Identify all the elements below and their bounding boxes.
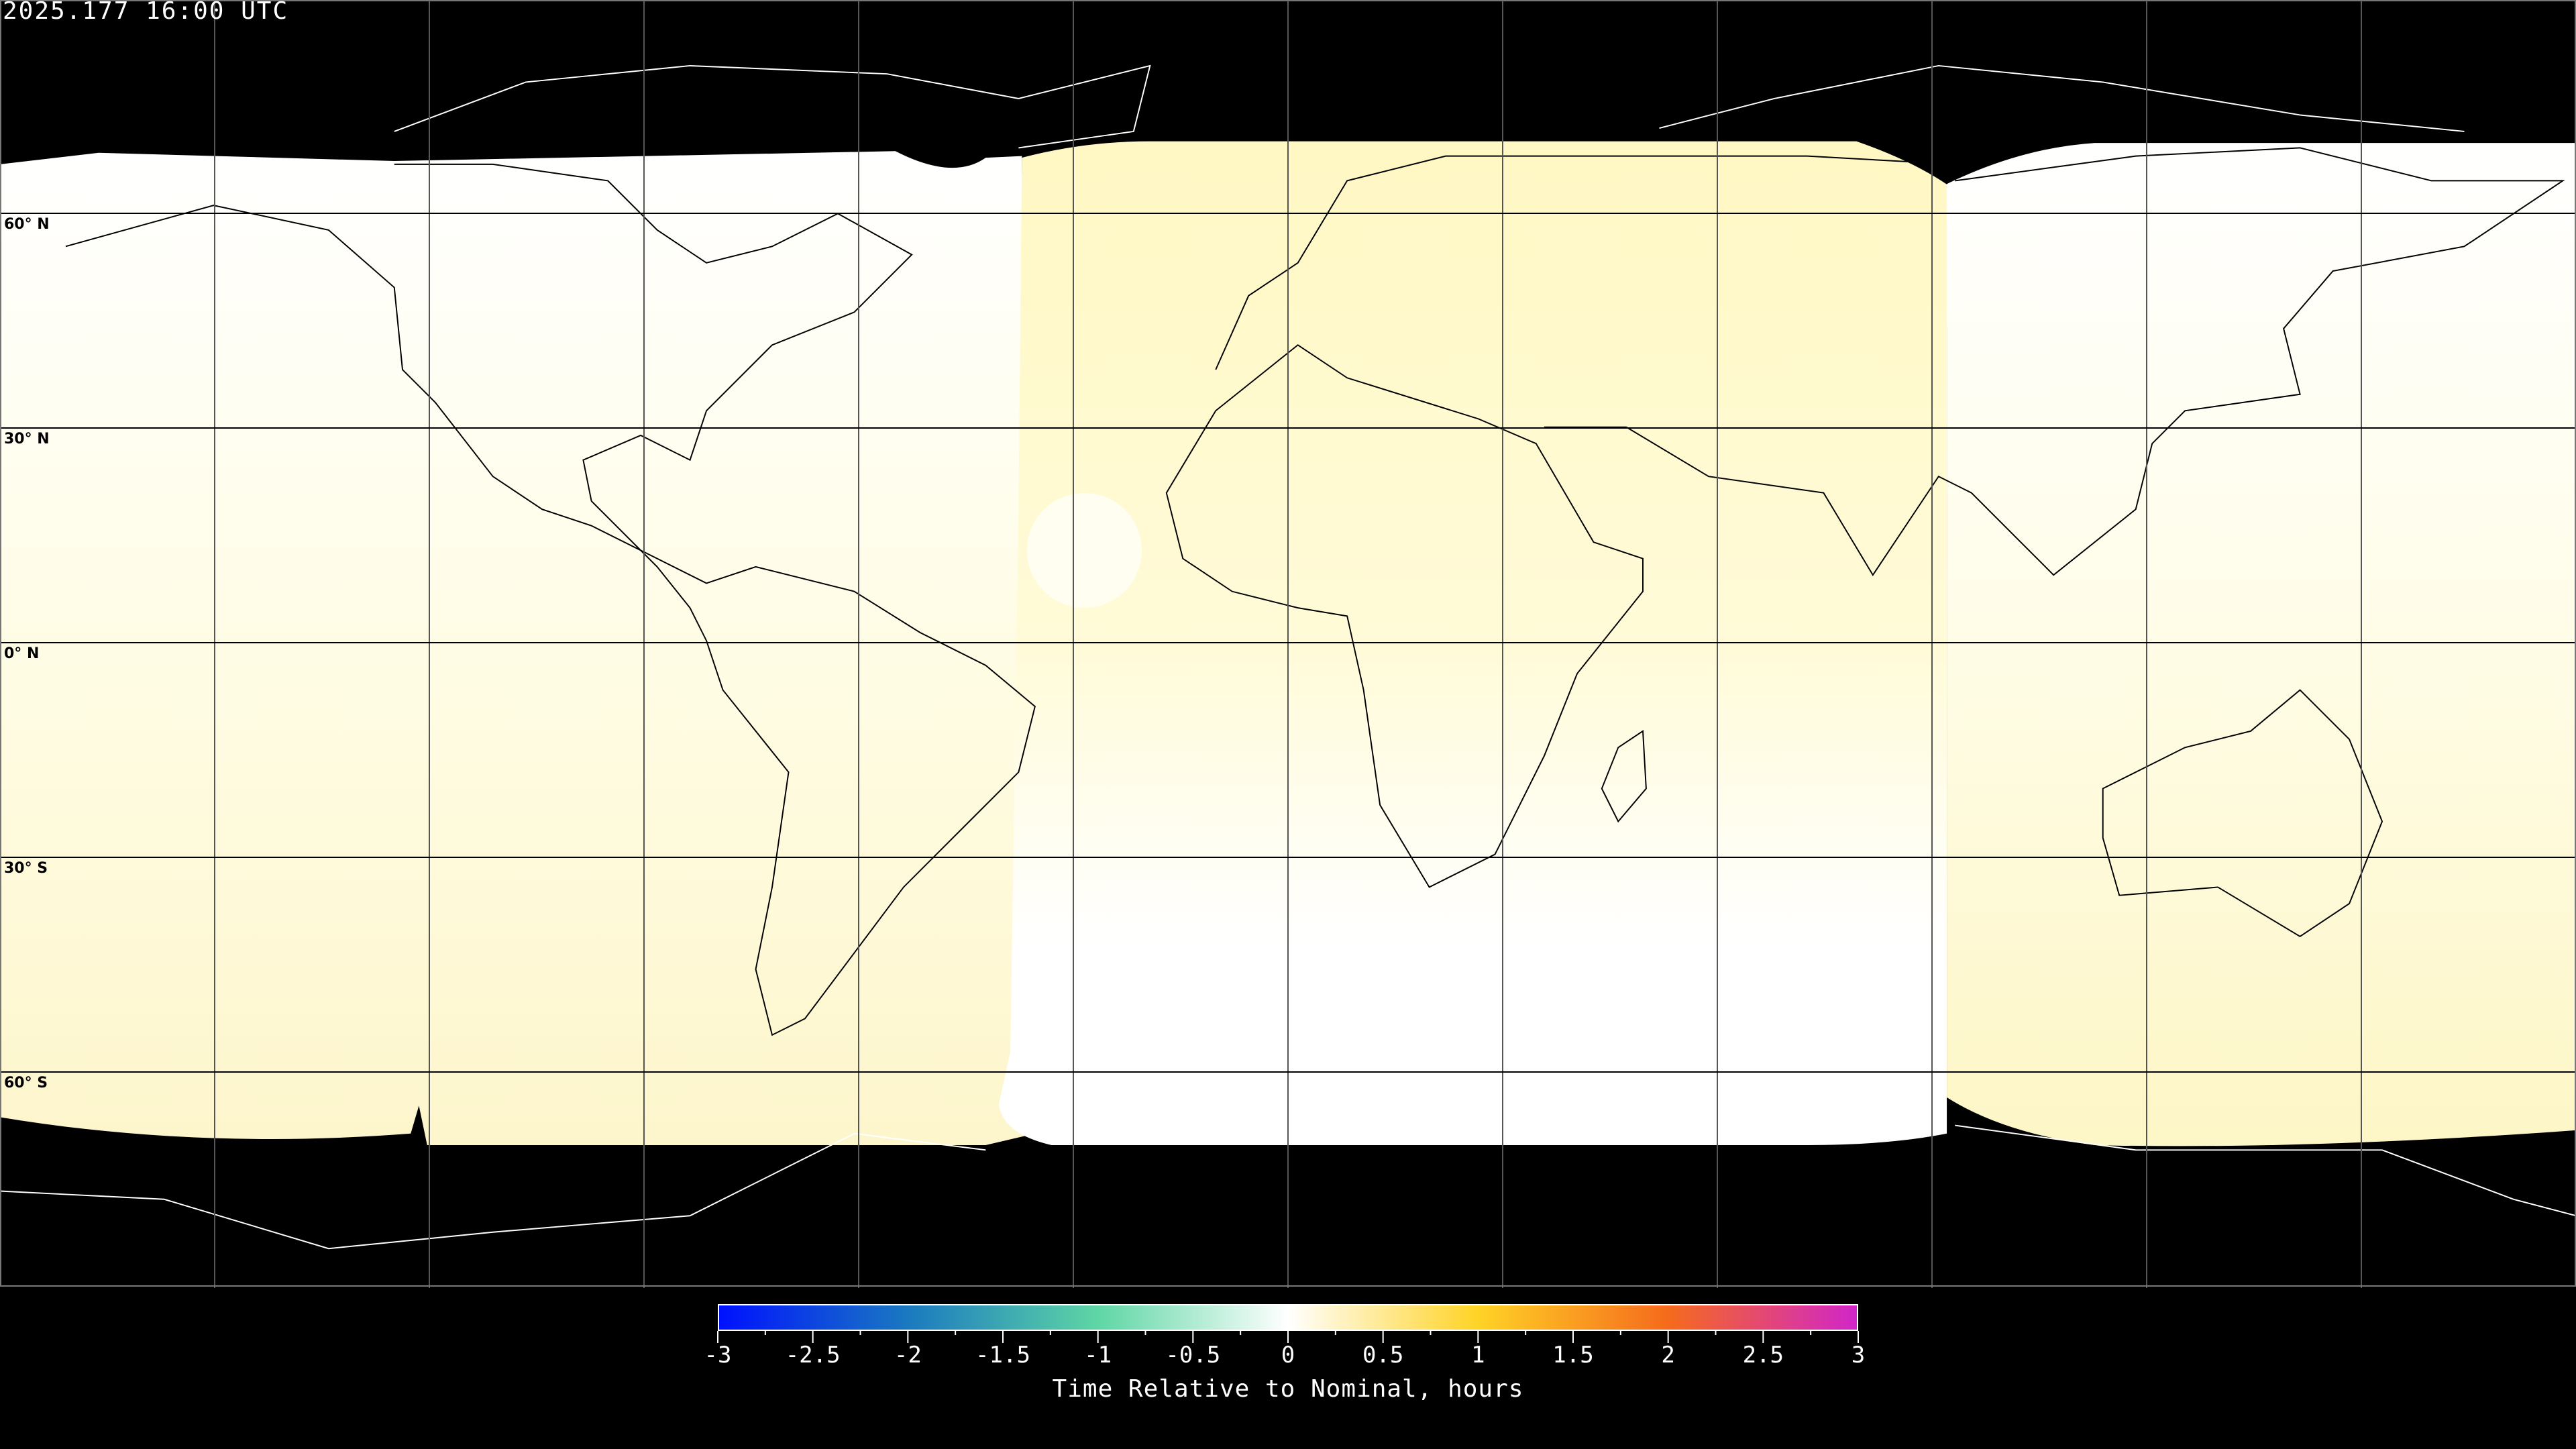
- colorbar-title: Time Relative to Nominal, hours: [1052, 1375, 1524, 1403]
- colorbar: [718, 1304, 1858, 1331]
- colorbar-tick-label: 2.5: [1742, 1342, 1784, 1368]
- colorbar-tick-label: -1.5: [975, 1342, 1030, 1368]
- coastline-americas: [65, 163, 1036, 1036]
- coastline-africa: [1165, 344, 1644, 888]
- colorbar-tick-label: 1.5: [1552, 1342, 1594, 1368]
- colorbar-tick-label: -0.5: [1165, 1342, 1221, 1368]
- colorbar-tick-label: -2: [894, 1342, 922, 1368]
- world-map: [0, 0, 2576, 1288]
- coastline-eurasia: [1215, 147, 2565, 576]
- coastline-madagascar: [1601, 730, 1647, 823]
- lat-label-0n: 0° N: [4, 645, 40, 662]
- coverage-region-east: [1947, 143, 2576, 1146]
- colorbar-tick-label: -1: [1084, 1342, 1112, 1368]
- colorbar-tick-label: 0: [1281, 1342, 1295, 1368]
- coastline-antarctica: [0, 1124, 2576, 1250]
- lat-label-60n: 60° N: [4, 216, 50, 233]
- timestamp-label: 2025.177 16:00 UTC: [3, 0, 289, 25]
- colorbar-tick-label: 1: [1471, 1342, 1485, 1368]
- colorbar-tick-label: 0.5: [1362, 1342, 1404, 1368]
- polar-coastlines: [0, 64, 2576, 1250]
- graticule: [214, 0, 2362, 1288]
- coverage-region-west: [0, 151, 1035, 1145]
- colorbar-tick-label: 3: [1851, 1342, 1866, 1368]
- lat-label-60s: 60° S: [4, 1075, 48, 1091]
- colorbar-tick-label: -3: [704, 1342, 732, 1368]
- coastline-australia: [2102, 689, 2383, 938]
- colorbar-tick-label: -2.5: [785, 1342, 841, 1368]
- lat-label-30s: 30° S: [4, 860, 48, 877]
- lat-label-30n: 30° N: [4, 431, 50, 447]
- coastline-arctic: [394, 64, 2465, 149]
- colorbar-tick-label: 2: [1661, 1342, 1675, 1368]
- coastlines: [65, 147, 2565, 1036]
- nominal-spot: [1026, 492, 1142, 608]
